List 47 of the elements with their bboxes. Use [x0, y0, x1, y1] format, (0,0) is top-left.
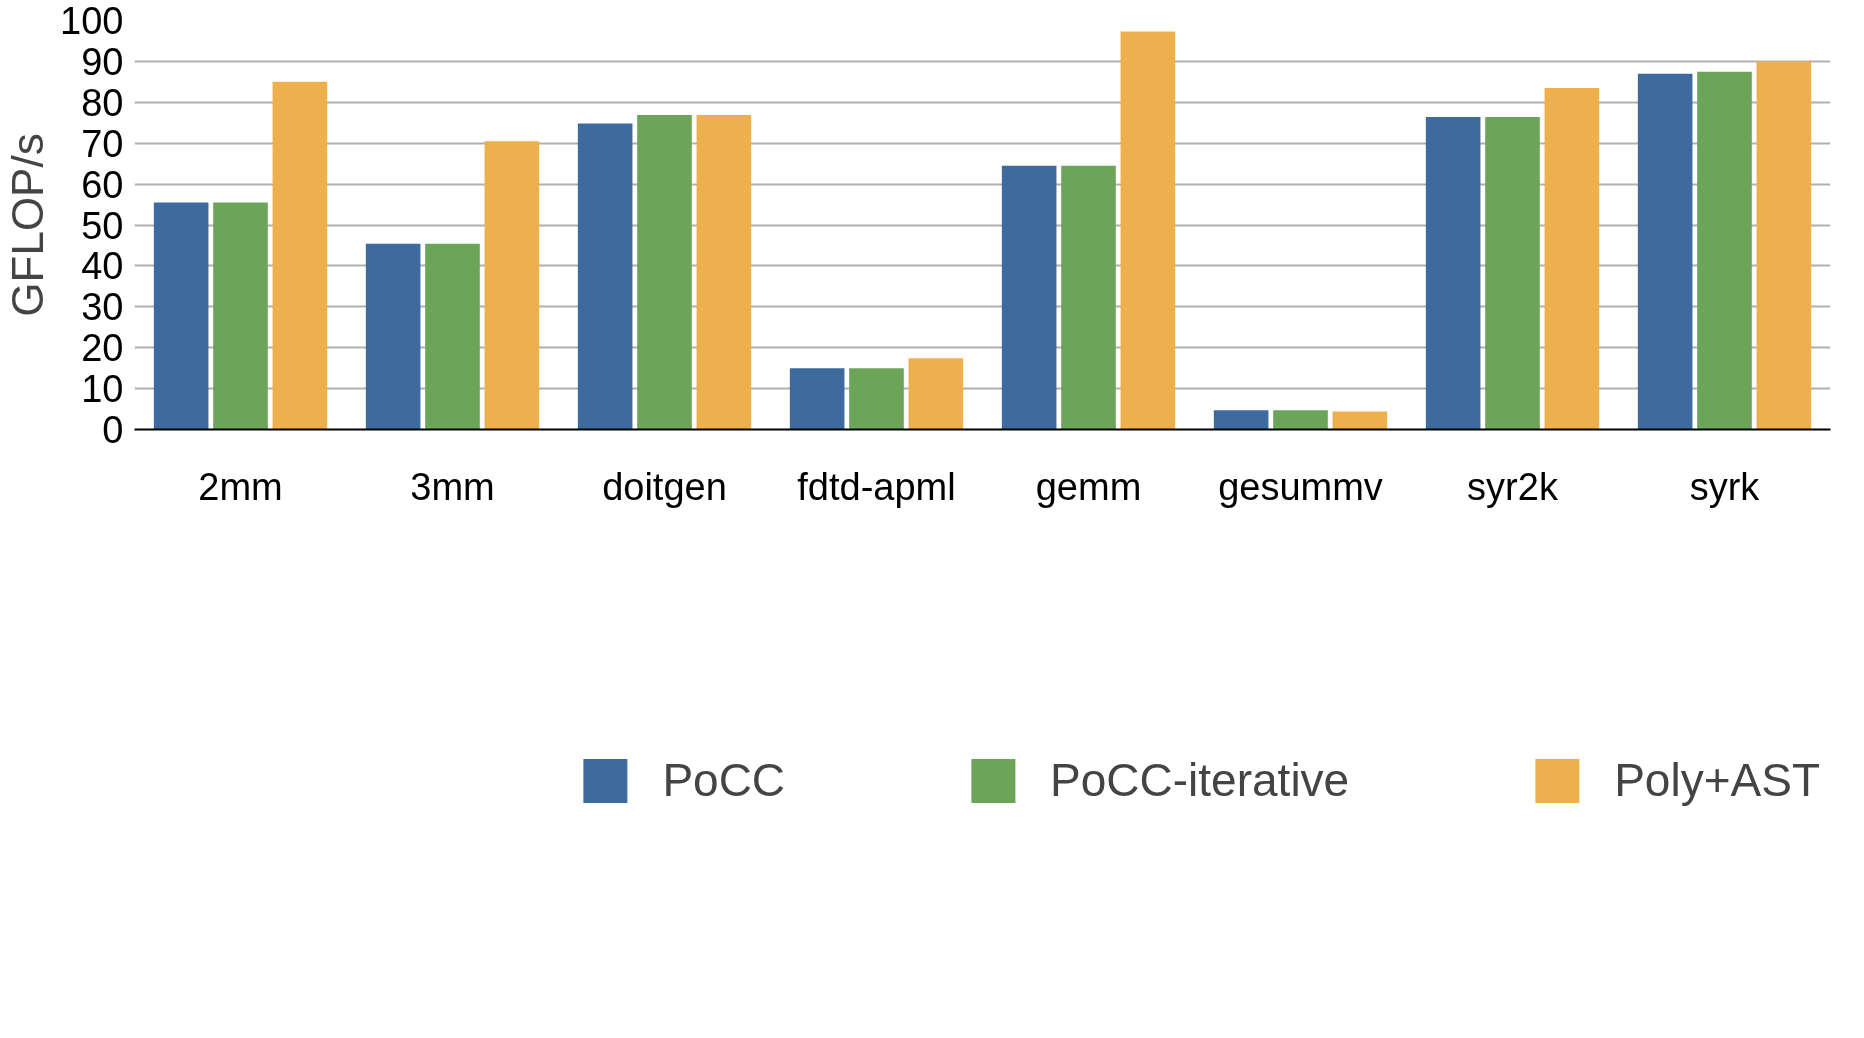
y-tick-label: 0 [102, 409, 124, 451]
x-tick-label: gesummv [1218, 465, 1383, 508]
bar [1756, 61, 1812, 430]
bar [365, 243, 421, 430]
y-tick-label: 100 [60, 0, 124, 42]
bar [1544, 87, 1600, 430]
y-tick-label: 90 [81, 40, 124, 83]
bar [577, 123, 633, 430]
y-tick-label: 80 [81, 81, 124, 124]
x-tick-label: gemm [1035, 465, 1142, 508]
x-tick-label: syr2k [1467, 465, 1559, 508]
bar [1637, 73, 1693, 430]
bar [789, 368, 845, 430]
legend-label: Poly+AST [1614, 753, 1820, 807]
y-tick-label: 60 [81, 163, 124, 206]
y-tick-label: 50 [81, 204, 124, 247]
y-tick-label: 40 [81, 245, 124, 288]
bar [1485, 117, 1540, 430]
bar [153, 202, 209, 430]
bar [1425, 117, 1481, 430]
bar [425, 243, 480, 430]
bar [484, 141, 540, 430]
y-axis-title: GFLOP/s [3, 133, 53, 317]
legend-label: PoCC [662, 753, 786, 807]
x-tick-label: doitgen [602, 465, 727, 508]
bar [272, 81, 328, 430]
bar [1273, 410, 1328, 430]
y-tick-label: 30 [81, 286, 124, 329]
bar [1001, 165, 1057, 430]
x-tick-label: 3mm [410, 465, 495, 508]
x-tick-label: 2mm [198, 465, 283, 508]
y-tick-label: 70 [81, 122, 124, 165]
bar [1332, 411, 1388, 430]
y-tick-label: 10 [81, 368, 124, 411]
bar [696, 114, 752, 430]
x-tick-label: syrk [1689, 465, 1761, 508]
bar [1697, 71, 1752, 430]
legend-label: PoCC-iterative [1050, 753, 1350, 807]
bar [849, 368, 904, 430]
bar [637, 114, 692, 430]
bar [1061, 165, 1116, 430]
bar [1213, 410, 1269, 430]
bar [213, 202, 268, 430]
y-tick-label: 20 [81, 327, 124, 370]
bar [1120, 31, 1176, 430]
x-tick-label: fdtd-apml [797, 465, 956, 508]
bar [908, 358, 964, 430]
